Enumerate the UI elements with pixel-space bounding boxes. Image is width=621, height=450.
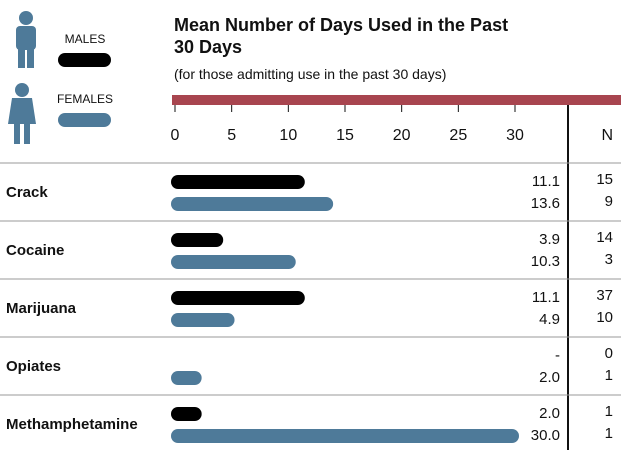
legend-swatch <box>58 113 111 127</box>
x-tick-label: 15 <box>336 127 354 144</box>
bar <box>171 429 519 443</box>
chart-title: Mean Number of Days Used in the Past 30 … <box>174 15 509 57</box>
female-icon <box>8 83 36 144</box>
category-label: Cocaine <box>6 242 64 259</box>
x-tick-label: 0 <box>171 127 180 144</box>
x-tick-label: 20 <box>393 127 411 144</box>
x-tick-label: 10 <box>279 127 297 144</box>
category-label: Marijuana <box>6 300 77 317</box>
x-tick-label: 30 <box>506 127 524 144</box>
value-label: - <box>555 347 560 364</box>
legend-swatch <box>58 53 111 67</box>
legend-label: FEMALES <box>57 92 113 106</box>
bar <box>171 175 305 189</box>
value-label: 4.9 <box>539 311 560 328</box>
value-label: 11.1 <box>532 289 560 306</box>
n-value: 0 <box>605 345 613 362</box>
value-label: 13.6 <box>531 195 560 212</box>
value-label: 11.1 <box>532 173 560 190</box>
n-value: 1 <box>605 403 613 420</box>
n-value: 37 <box>596 287 613 304</box>
category-label: Opiates <box>6 358 61 375</box>
value-label: 3.9 <box>539 231 560 248</box>
bar <box>171 291 305 305</box>
x-tick-label: 25 <box>449 127 467 144</box>
male-icon <box>16 11 36 68</box>
n-header: N <box>601 127 613 144</box>
n-value: 1 <box>605 425 613 442</box>
n-value: 3 <box>605 251 613 268</box>
category-label: Crack <box>6 184 48 201</box>
n-value: 1 <box>605 367 613 384</box>
x-tick-label: 5 <box>227 127 236 144</box>
value-label: 2.0 <box>539 369 560 386</box>
n-value: 9 <box>605 193 613 210</box>
category-label: Methamphetamine <box>6 416 138 433</box>
value-label: 10.3 <box>531 253 560 270</box>
legend-label: MALES <box>65 32 106 46</box>
header-band <box>172 95 621 105</box>
bar <box>171 233 224 247</box>
n-value: 14 <box>596 229 613 246</box>
bar <box>171 197 334 211</box>
bar <box>171 313 235 327</box>
bar <box>171 255 296 269</box>
bar <box>171 407 202 421</box>
chart-subtitle: (for those admitting use in the past 30 … <box>174 66 447 82</box>
n-value: 10 <box>596 309 613 326</box>
value-label: 30.0 <box>531 427 560 444</box>
bar <box>171 371 202 385</box>
value-label: 2.0 <box>539 405 560 422</box>
n-value: 15 <box>596 171 613 188</box>
